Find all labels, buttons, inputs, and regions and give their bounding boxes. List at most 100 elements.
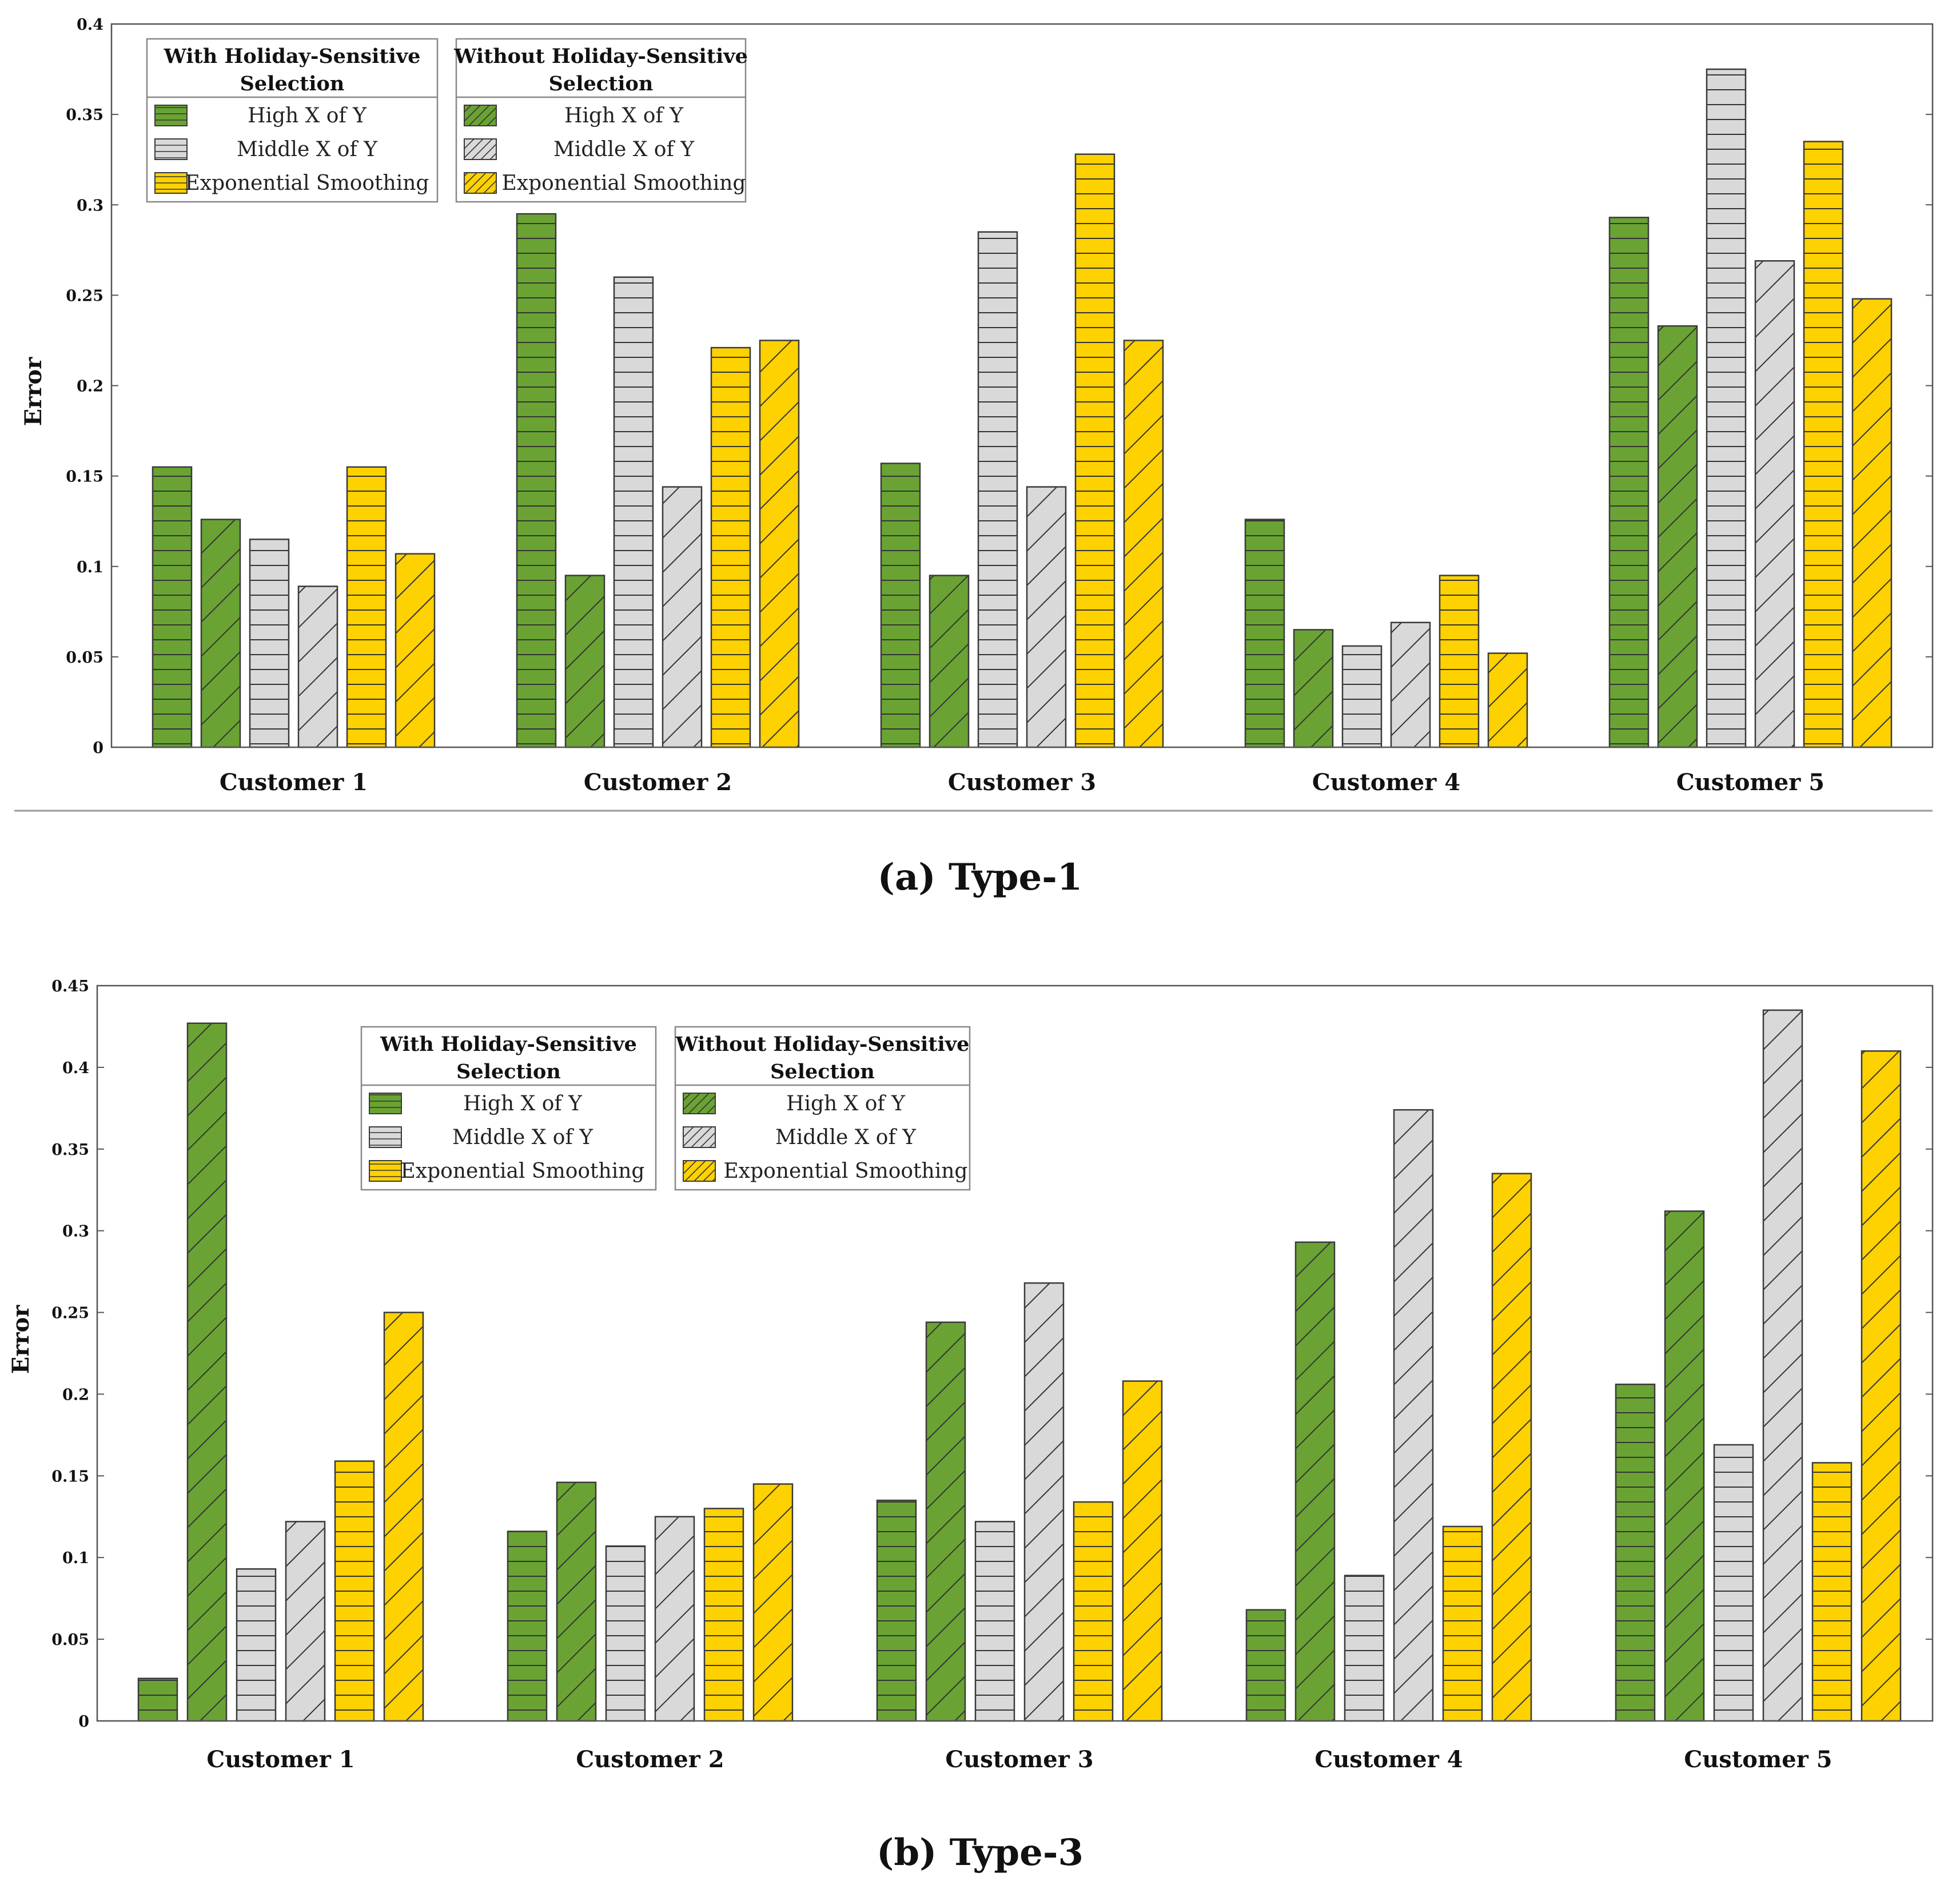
bar-customer-3-series-2 — [925, 1321, 966, 1722]
legend-swatch — [683, 1093, 716, 1114]
bar-customer-2-series-2 — [564, 575, 605, 748]
bar-customer-4-series-2 — [1294, 1241, 1336, 1722]
bar-customer-3-series-5 — [1073, 1501, 1114, 1722]
bar-customer-2-series-6 — [759, 340, 800, 748]
bar-customer-5-series-2 — [1664, 1210, 1705, 1722]
bar-customer-2-series-6 — [752, 1483, 794, 1722]
legend-title-line-2: Selection — [240, 72, 345, 95]
bar-customer-2-series-2 — [556, 1481, 597, 1722]
chart-type-3: 0 0.05 0.1 0.15 0.2 0.25 0.3 0.35 0.4 0.45 Error Cu… — [7, 978, 1934, 1773]
legend-frame — [360, 1026, 657, 1191]
y-tick-label: 0.05 — [66, 649, 103, 667]
bar-customer-5-series-6 — [1861, 1050, 1902, 1722]
legend-swatch — [154, 172, 188, 194]
legend-swatch — [369, 1126, 402, 1148]
bar-customer-5-series-3 — [1713, 1444, 1754, 1722]
legend-swatch — [369, 1160, 402, 1182]
legend-swatch — [464, 138, 497, 160]
legend-box-2: Without Holiday-Sensitive Selection High X… — [453, 38, 748, 203]
bar-customer-5-series-5 — [1803, 141, 1844, 748]
bar-customer-1-series-5 — [334, 1460, 375, 1722]
legend-swatch — [683, 1126, 716, 1148]
legend-entry-label: High X of Y — [463, 1092, 583, 1115]
bar-customer-2-series-1 — [507, 1531, 548, 1722]
bar-customer-4-series-5 — [1442, 1525, 1483, 1722]
y-tick-label: 0.25 — [51, 1305, 89, 1322]
y-tick-label: 0.35 — [51, 1141, 89, 1159]
y-tick-label: 0.45 — [51, 978, 89, 995]
legend-entry-label: Exponential Smoothing — [724, 1159, 968, 1183]
bar-customer-2-series-3 — [605, 1545, 646, 1722]
legend-frame — [146, 38, 439, 203]
bar-customer-4-series-2 — [1293, 629, 1334, 748]
legend-title: With Holiday-Sensitive — [380, 1033, 637, 1056]
legend-title-line-2: Selection — [456, 1060, 561, 1083]
legend-title: With Holiday-Sensitive — [164, 45, 421, 68]
legend-box-2: Without Holiday-Sensitive Selection High X… — [674, 1026, 971, 1191]
caption-type-3: (b) Type-3 — [877, 1831, 1083, 1874]
y-tick-label: 0 — [78, 1713, 89, 1731]
bar-customer-5-series-1 — [1608, 217, 1650, 748]
x-category-label: Customer 5 — [1676, 769, 1824, 796]
bar-customer-4-series-6 — [1487, 652, 1528, 748]
bar-customer-1-series-1 — [152, 466, 193, 748]
y-tick-label: 0.2 — [62, 1386, 89, 1404]
bar-customer-2-series-4 — [654, 1516, 695, 1722]
bar-customer-5-series-2 — [1657, 325, 1698, 748]
bar-customer-3-series-2 — [929, 575, 970, 748]
legend-entry-label: Middle X of Y — [237, 138, 378, 161]
y-tick-label: 0 — [93, 739, 103, 757]
legend-entry-label: High X of Y — [786, 1092, 906, 1115]
bar-customer-5-series-3 — [1706, 68, 1747, 748]
y-axis-label: Error — [7, 1305, 34, 1374]
legend-title-line-2: Selection — [549, 72, 654, 95]
legend-title: Without Holiday-Sensitive — [675, 1033, 970, 1056]
x-category-label: Customer 3 — [945, 1746, 1093, 1773]
legend-swatch — [154, 105, 188, 126]
y-tick-label: 0.15 — [66, 468, 103, 486]
y-tick-label: 0.2 — [77, 378, 103, 396]
bar-customer-4-series-6 — [1491, 1173, 1532, 1722]
legend-box-1: With Holiday-Sensitive Selection High X of… — [146, 38, 439, 203]
bar-customer-1-series-6 — [383, 1312, 424, 1722]
bar-customer-4-series-4 — [1390, 621, 1431, 748]
x-category-label: Customer 1 — [220, 769, 368, 796]
plot-frame — [96, 985, 1934, 1722]
legend-swatch — [464, 172, 497, 194]
bar-customer-1-series-6 — [395, 553, 436, 748]
y-tick-label: 0.4 — [62, 1059, 89, 1077]
legend-entry-label: Middle X of Y — [452, 1126, 593, 1149]
bar-customer-3-series-4 — [1023, 1282, 1065, 1722]
legend-entry-label: Middle X of Y — [775, 1126, 917, 1149]
legend-swatch — [154, 138, 188, 160]
x-category-label: Customer 4 — [1312, 769, 1460, 796]
legend-entry-label: High X of Y — [248, 104, 367, 127]
legend-swatch — [464, 105, 497, 126]
legend-entry-label: High X of Y — [564, 104, 684, 127]
bar-customer-3-series-6 — [1122, 1380, 1163, 1722]
bar-customer-1-series-3 — [249, 539, 290, 748]
bar-customer-3-series-6 — [1123, 340, 1164, 748]
bar-customer-2-series-5 — [703, 1508, 744, 1722]
bar-customer-1-series-2 — [200, 519, 241, 748]
bar-customer-2-series-3 — [613, 276, 654, 748]
legend-title: Without Holiday-Sensitive — [453, 45, 748, 68]
legend-entry-label: Exponential Smoothing — [401, 1159, 645, 1183]
plot-frame — [110, 23, 1934, 748]
bar-customer-1-series-2 — [186, 1022, 228, 1722]
legend-swatch — [683, 1160, 716, 1182]
bar-customer-3-series-3 — [974, 1521, 1015, 1722]
bar-customer-1-series-4 — [297, 585, 338, 748]
bar-customer-2-series-5 — [710, 346, 751, 748]
bar-customer-3-series-4 — [1026, 486, 1067, 748]
x-category-label: Customer 3 — [948, 769, 1096, 796]
legend-frame — [674, 1026, 971, 1191]
bar-customer-5-series-1 — [1615, 1384, 1656, 1722]
y-tick-label: 0.1 — [62, 1549, 89, 1567]
bar-customer-5-series-4 — [1762, 1009, 1803, 1722]
x-category-label: Customer 2 — [576, 1746, 724, 1773]
y-axis-label: Error — [20, 357, 47, 426]
bar-customer-2-series-4 — [662, 486, 703, 748]
x-category-label: Customer 2 — [584, 769, 732, 796]
